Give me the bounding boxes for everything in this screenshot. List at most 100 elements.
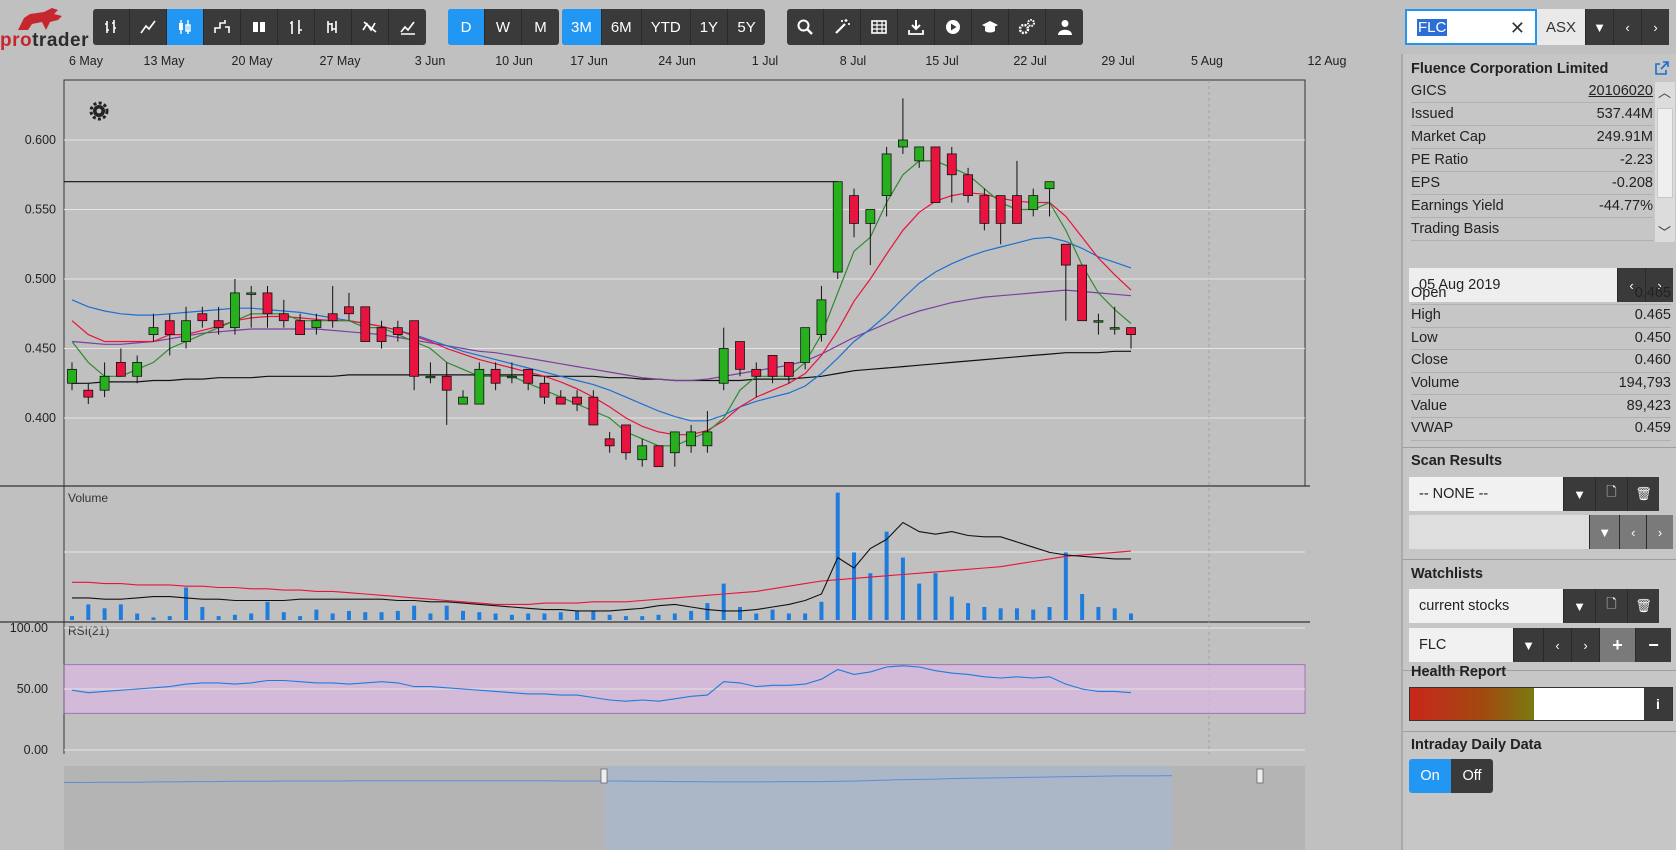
price-panel-frame <box>63 79 1306 487</box>
navigator-line <box>64 775 1173 783</box>
volume-bar <box>672 613 677 620</box>
mountain-chart-button[interactable] <box>389 9 426 45</box>
hlc-chart-button[interactable] <box>278 9 315 45</box>
candlestick-chart-button[interactable] <box>167 9 204 45</box>
candle-body <box>832 181 843 273</box>
watchlist-next-button[interactable]: › <box>1571 628 1599 662</box>
chart-area[interactable]: 6 May 13 May 20 May 27 May 3 Jun 10 Jun 17 Jun… <box>0 54 1400 850</box>
watchlist-remove-button[interactable]: − <box>1635 628 1671 662</box>
line-chart-button[interactable] <box>130 9 167 45</box>
volume-bar <box>70 616 74 620</box>
volume-bar <box>770 609 775 620</box>
scan-dropdown-button[interactable]: ▼ <box>1563 477 1595 511</box>
interval-daily[interactable]: D <box>448 9 485 45</box>
hollow-candle-chart-button[interactable] <box>241 9 278 45</box>
fundamental-value: -2.23 <box>1619 151 1653 168</box>
intraday-off-button[interactable]: Off <box>1451 759 1493 793</box>
scan-secondary-dropdown[interactable]: ▼ <box>1588 515 1620 549</box>
volume-bar <box>314 609 319 620</box>
ohlc-chart-button[interactable] <box>93 9 130 45</box>
previous-symbol-button[interactable]: ‹ <box>1613 9 1641 45</box>
health-fill <box>1410 688 1534 720</box>
watchlist-prev-button[interactable]: ‹ <box>1543 628 1571 662</box>
volume-bar <box>819 601 824 620</box>
stock-chart[interactable]: 6 May 13 May 20 May 27 May 3 Jun 10 Jun 17 Jun… <box>0 54 1400 850</box>
scan-next-button[interactable]: › <box>1646 515 1673 549</box>
candle-body <box>83 389 94 398</box>
next-symbol-button[interactable]: › <box>1641 9 1669 45</box>
scan-secondary-select[interactable] <box>1409 515 1589 549</box>
renko-chart-button[interactable] <box>352 9 389 45</box>
volume-bar <box>998 608 1003 620</box>
candle-body <box>132 361 143 377</box>
volume-bar <box>216 616 221 620</box>
step-chart-button[interactable] <box>204 9 241 45</box>
fundamental-row: Earnings Yield -44.77% <box>1411 194 1653 218</box>
scroll-down-icon[interactable]: ﹀ <box>1658 225 1672 240</box>
watchlist-dropdown-button[interactable]: ▼ <box>1563 589 1595 623</box>
candle-body <box>115 361 126 377</box>
intraday-toggle: On Off <box>1409 759 1493 793</box>
candle-body <box>783 361 794 377</box>
protrader-logo[interactable]: protrader <box>0 4 88 51</box>
fundamentals-scrollbar[interactable]: ︿ ﹀ <box>1655 82 1675 242</box>
watchlist-delete-button[interactable]: 🗑 <box>1627 589 1659 623</box>
education-button[interactable] <box>972 9 1009 45</box>
scroll-thumb[interactable] <box>1657 108 1673 198</box>
watchlist-symbol-dropdown[interactable]: ▼ <box>1513 628 1543 662</box>
candle-body <box>164 320 175 336</box>
range-6m[interactable]: 6M <box>602 9 642 45</box>
interval-weekly[interactable]: W <box>485 9 522 45</box>
volume-bar <box>786 613 791 620</box>
gear-icon[interactable] <box>89 101 109 121</box>
watchlist-add-button[interactable]: + <box>1599 628 1635 662</box>
candle-body <box>523 368 534 384</box>
play-button[interactable] <box>935 9 972 45</box>
volume-bar <box>966 603 971 620</box>
range-ytd[interactable]: YTD <box>642 9 691 45</box>
scan-select[interactable]: -- NONE -- <box>1409 477 1563 511</box>
candle-body <box>213 320 224 329</box>
user-button[interactable] <box>1046 9 1083 45</box>
symbol-input[interactable]: FLC ✕ <box>1405 9 1537 45</box>
volume-bar <box>1080 594 1085 620</box>
candle-body <box>800 327 811 363</box>
volume-bar <box>721 583 726 620</box>
candle-body <box>1028 195 1039 210</box>
range-1y[interactable]: 1Y <box>691 9 729 45</box>
scan-new-button[interactable]: 🗋 <box>1595 477 1627 511</box>
date-field[interactable]: 05 Aug 2019 <box>1409 268 1617 302</box>
range-5y[interactable]: 5Y <box>737 18 756 36</box>
scan-prev-button[interactable]: ‹ <box>1619 515 1647 549</box>
range-3m[interactable]: 3M <box>562 9 602 45</box>
table-button[interactable] <box>861 9 898 45</box>
info-icon[interactable]: i <box>1644 688 1672 720</box>
scan-delete-button[interactable]: 🗑 <box>1627 477 1659 511</box>
candle-body <box>1012 195 1022 224</box>
search-button[interactable] <box>787 9 824 45</box>
magic-wand-button[interactable] <box>824 9 861 45</box>
clear-icon[interactable]: ✕ <box>1509 18 1525 38</box>
candle-body <box>278 313 289 322</box>
volume-bar <box>493 613 498 620</box>
volume-bar <box>558 612 563 620</box>
download-button[interactable] <box>898 9 935 45</box>
settings-button[interactable] <box>1009 9 1046 45</box>
volume-bar <box>640 616 645 620</box>
health-report-bar[interactable]: i <box>1409 687 1673 721</box>
kagi-chart-button[interactable] <box>315 9 352 45</box>
rsi-line <box>71 665 1132 702</box>
intraday-on-button[interactable]: On <box>1409 759 1451 793</box>
prev-date-button[interactable]: ‹ <box>1617 268 1645 302</box>
next-date-button[interactable]: › <box>1645 268 1673 302</box>
watchlist-new-button[interactable]: 🗋 <box>1595 589 1627 623</box>
external-link-icon[interactable] <box>1654 60 1670 76</box>
watchlist-select[interactable]: current stocks <box>1409 589 1563 623</box>
divider <box>1403 670 1676 671</box>
minus-icon: − <box>1648 634 1659 655</box>
scroll-up-icon[interactable]: ︿ <box>1658 85 1672 100</box>
fundamental-value[interactable]: 20106020 <box>1588 82 1653 99</box>
watchlist-symbol-select[interactable]: FLC <box>1409 628 1513 662</box>
interval-monthly[interactable]: M <box>534 18 547 36</box>
symbol-dropdown-button[interactable]: ▼ <box>1585 9 1613 45</box>
